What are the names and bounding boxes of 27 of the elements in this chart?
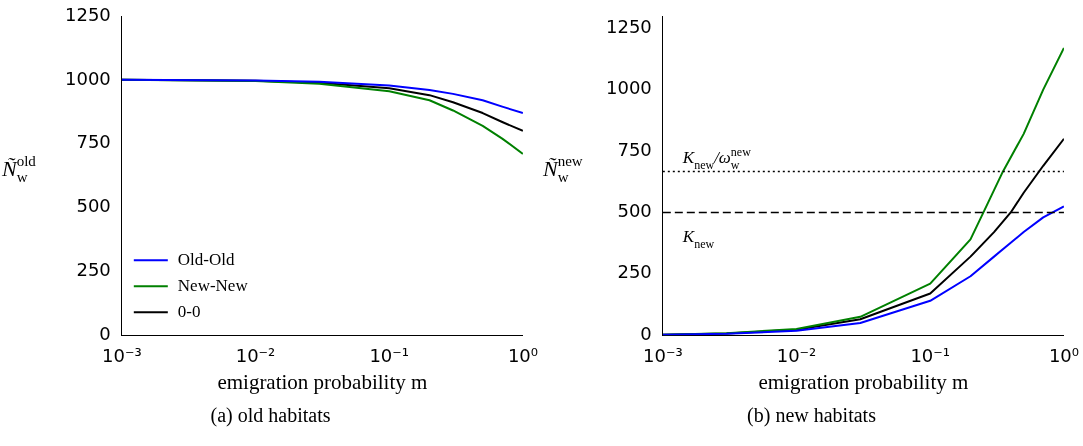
y-tick-label: 1000 xyxy=(65,67,111,89)
x-tick-label: 10⁻¹ xyxy=(910,344,951,366)
y-tick-label: 250 xyxy=(617,261,652,283)
legend-label: Old-Old xyxy=(177,249,235,269)
y-tick-label: 500 xyxy=(76,195,111,217)
x-axis-title: emigration probability m xyxy=(217,369,428,394)
x-tick-label: 10⁻³ xyxy=(102,344,142,366)
y-tick-label: 750 xyxy=(617,138,652,160)
legend-label: 0-0 xyxy=(177,301,201,321)
x-tick-label: 10⁰ xyxy=(1048,344,1079,366)
y-tick-label: 750 xyxy=(76,131,111,153)
x-tick-label: 10⁻² xyxy=(776,344,817,366)
text: (a) old habitats xyxy=(209,404,332,427)
y-tick-label: 0 xyxy=(640,322,652,344)
x-tick-label: 10⁻² xyxy=(235,344,276,366)
y-tick-label: 0 xyxy=(99,322,111,344)
y-tick-label: 1250 xyxy=(65,3,111,25)
x-axis-title: emigration probability m xyxy=(758,369,969,394)
y-tick-label: 1250 xyxy=(606,15,652,37)
x-tick-label: 10⁰ xyxy=(507,344,538,366)
y-tick-label: 500 xyxy=(617,200,652,222)
legend-label: New-New xyxy=(177,275,249,295)
x-tick-label: 10⁻¹ xyxy=(369,344,410,366)
y-tick-label: 250 xyxy=(76,259,111,281)
x-tick-label: 10⁻³ xyxy=(643,344,683,366)
text: (b) new habitats xyxy=(746,404,877,427)
y-tick-label: 1000 xyxy=(606,77,652,99)
